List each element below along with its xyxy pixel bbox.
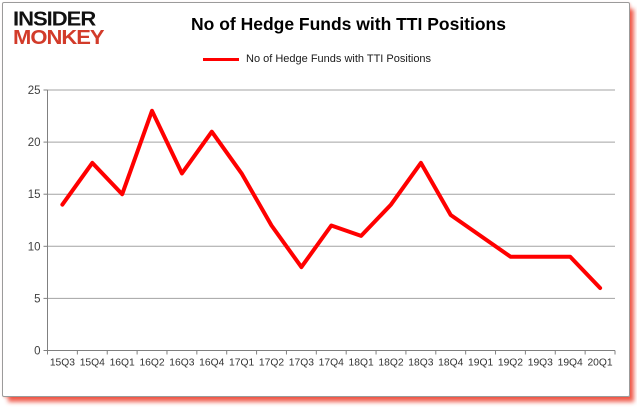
y-axis-tick-label: 15 <box>28 189 41 201</box>
logo-insider-text: INSIDER <box>13 7 96 31</box>
y-axis-tick-label: 10 <box>28 241 41 253</box>
x-axis-tick-label: 18Q2 <box>378 358 403 369</box>
legend: No of Hedge Funds with TTI Positions <box>203 53 431 65</box>
x-axis-tick-label: 16Q2 <box>139 358 164 369</box>
x-axis-tick-label: 17Q1 <box>229 358 254 369</box>
x-axis-tick-label: 18Q4 <box>438 358 463 369</box>
x-axis-tick-label: 17Q4 <box>319 358 344 369</box>
x-axis-tick-label: 16Q1 <box>110 358 135 369</box>
x-axis-tick-label: 20Q1 <box>587 358 612 369</box>
x-axis-tick-label: 15Q4 <box>80 358 105 369</box>
x-axis-tick-label: 19Q4 <box>558 358 583 369</box>
logo-monkey-text: MONKEY <box>13 25 105 49</box>
chart-frame-border <box>2 2 630 397</box>
legend-line-swatch <box>203 57 239 61</box>
legend-label: No of Hedge Funds with TTI Positions <box>246 53 432 65</box>
x-axis-tick-label: 18Q1 <box>349 358 374 369</box>
insider-monkey-logo: INSIDER MONKEY <box>13 7 105 49</box>
x-axis-tick-label: 19Q2 <box>498 358 523 369</box>
x-axis-tick-label: 19Q3 <box>528 358 553 369</box>
x-axis-tick-label: 18Q3 <box>408 358 433 369</box>
x-axis-tick-label: 16Q4 <box>199 358 224 369</box>
series-line <box>60 108 603 290</box>
x-axis-tick-label: 17Q3 <box>289 358 314 369</box>
y-axis-tick-label: 0 <box>34 346 40 358</box>
chart-title: No of Hedge Funds with TTI Positions <box>191 14 506 34</box>
x-axis-tick-label: 16Q3 <box>169 358 194 369</box>
x-axis-tick-label: 19Q1 <box>468 358 493 369</box>
x-axis-tick-label: 17Q2 <box>259 358 284 369</box>
y-axis-tick-label: 5 <box>34 293 40 305</box>
x-axis-tick-label: 15Q3 <box>50 358 75 369</box>
y-axis-tick-label: 20 <box>28 137 41 149</box>
y-axis-tick-label: 25 <box>28 85 41 97</box>
